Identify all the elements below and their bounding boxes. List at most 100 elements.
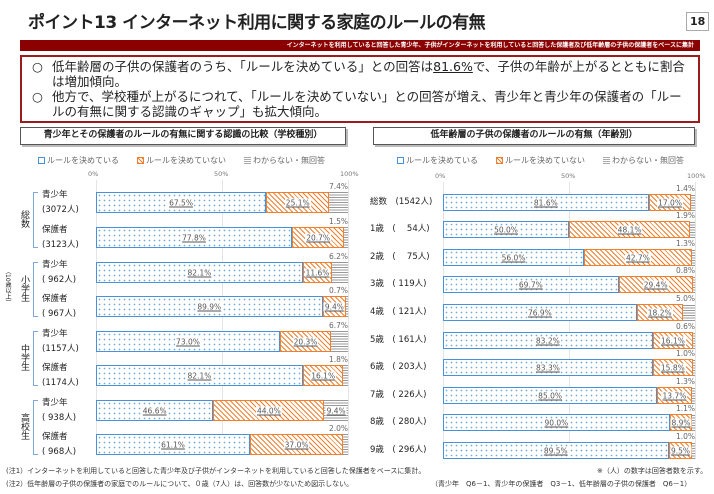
stacked-bar: 61.1% 37.0% 2.0% [96,424,349,455]
bar-segment-decided: 83.3% [443,359,653,376]
value-label: 83.2% [534,336,561,345]
stacked-bar: 90.0% 8.9% 1.1% [443,404,695,431]
bar-segment-decided: 50.0% [443,221,569,238]
value-label-unknown: 1.8% [328,355,348,364]
value-label-unknown: 2.0% [328,424,348,433]
group-bracket [33,400,38,455]
value-label: 44.0% [255,406,282,415]
legend-unknown: わからない・無回答 [244,156,325,166]
value-label-unknown: 1.9% [675,211,695,220]
legend-not-decided: ルールを決めていない [137,156,226,166]
bar-segment-unknown [692,359,696,376]
bar-segment-not-decided: 44.0% [213,400,325,421]
category-label: 総数 (1542人) [370,197,433,207]
bar-segment-unknown [344,227,348,248]
value-label: 18.2% [646,308,673,317]
bar-segment-not-decided: 16.1% [652,332,694,349]
bar-segment-not-decided: 9.4% [322,296,347,317]
bar-segment-unknown [693,332,695,349]
value-label: 9.5% [669,446,692,455]
axis-tick-label: 0% [88,170,99,178]
value-label-unknown: 1.1% [675,404,695,413]
bar-segment-decided: 73.0% [96,331,280,352]
value-label: 89.9% [196,302,223,311]
group-label: 高校生 [19,412,29,440]
value-label-unknown: 6.2% [328,252,348,261]
bar-segment-unknown [331,331,348,352]
summary-box: ○ 低年齢層の子供の保護者のうち、「ルールを決めている」との回答は81.6%で、子… [20,55,700,123]
bar-segment-decided: 82.1% [96,262,303,283]
value-label: 82.1% [186,371,213,380]
bar-segment-unknown [692,414,695,431]
gridline [96,180,97,455]
value-label: 76.9% [526,308,553,317]
bar-segment-decided: 56.0% [443,249,585,266]
value-label-unknown: 5.0% [675,294,695,303]
category-label: 7歳 ( 226人) [370,390,427,400]
value-label: 46.6% [141,406,168,415]
bullet-icon: ○ [32,59,43,74]
category-label: 2歳 ( 75人) [370,252,430,262]
bar-segment-not-decided: 20.3% [279,331,332,352]
stacked-bar: 85.0% 13.7% 1.3% [443,377,695,404]
bar-segment-not-decided: 8.9% [669,414,693,431]
legend-swatch-icon [397,157,404,164]
summary-text: 低年齢層の子供の保護者のうち、「ルールを決めている」との回答は [52,59,434,74]
bar-segment-not-decided: 25.1% [266,192,330,213]
category-label: 青少年 ( 962人) [42,260,77,285]
value-label: 90.0% [543,418,570,427]
value-label: 85.0% [537,391,564,400]
bullet-icon: ○ [32,89,43,104]
category-label: 1歳 ( 54人) [370,224,430,234]
group-label: 中学生 [19,343,29,371]
category-label: 9歳 ( 296人) [370,445,427,455]
category-label: 青少年 (1157人) [42,329,79,354]
value-label: 50.0% [493,225,519,234]
summary-highlight: 81.6% [433,59,473,74]
bar-segment-not-decided: 13.7% [657,387,692,404]
page-number: 18 [686,12,710,31]
stacked-bar: 81.6% 17.0% 1.4% [443,184,695,211]
value-label-unknown: 1.0% [675,349,695,358]
bar-segment-not-decided: 37.0% [249,434,344,455]
category-label: 保護者 (3123人) [42,225,79,250]
value-label: 17.0% [657,198,683,207]
value-label: 16.1% [310,371,337,380]
category-label: 青少年 ( 938人) [42,398,77,423]
bar-segment-decided: 83.2% [443,332,653,349]
stacked-bar: 73.0% 20.3% 6.7% [96,321,348,352]
group-label: 総数 [19,210,29,228]
value-label: 69.7% [517,280,544,289]
value-label: 8.9% [670,418,692,427]
legend-swatch-icon [603,157,610,164]
group-bracket [33,262,38,317]
stacked-bar: 83.2% 16.1% 0.6% [443,322,695,349]
value-label: 56.0% [500,253,527,262]
value-label-unknown: 7.4% [328,182,348,191]
category-label: 6歳 ( 203人) [370,362,427,372]
gridline [695,182,696,459]
value-label-unknown: 0.8% [675,266,695,275]
value-label-unknown: 1.5% [328,217,348,226]
bar-segment-not-decided: 29.4% [618,276,693,293]
bar-segment-decided: 82.1% [96,365,303,386]
value-label: 67.5% [168,198,194,207]
note-respondents: ※（人）の数字は回答者数を示す。 [597,467,708,475]
group-label: 小学生 [19,274,29,302]
legend-decided: ルールを決めている [397,156,478,166]
value-label-unknown: 6.7% [328,321,348,330]
summary-bullet-1: ○ 低年齢層の子供の保護者のうち、「ルールを決めている」との回答は81.6%で、子… [32,59,688,89]
bar-segment-unknown [691,249,695,266]
stacked-bar: 82.1% 16.1% 1.8% [96,355,348,386]
bar-segment-not-decided: 48.1% [569,221,691,238]
note-1: (注1）インターネットを利用していると回答した青少年及び子供がインターネットを利… [6,467,426,475]
value-label: 15.8% [659,363,686,372]
stacked-bar: 82.1% 11.6% 6.2% [96,252,348,283]
summary-bullet-2: ○ 他方で、学校種が上がるにつれて、「ルールを決めていない」との回答が増え、青少年… [32,89,688,119]
stacked-bar: 89.5% 9.5% 1.0% [443,432,695,459]
value-label-unknown: 1.3% [675,239,695,248]
category-label: 青少年 (3072人) [42,190,79,215]
page-title: ポイント13 インターネット利用に関する家庭のルールの有無 [28,13,486,33]
bar-segment-unknown: 9.4% [324,400,348,421]
right-chart-title: 低年齢層の子供の保護者のルールの有無（年齢別） [373,127,695,145]
